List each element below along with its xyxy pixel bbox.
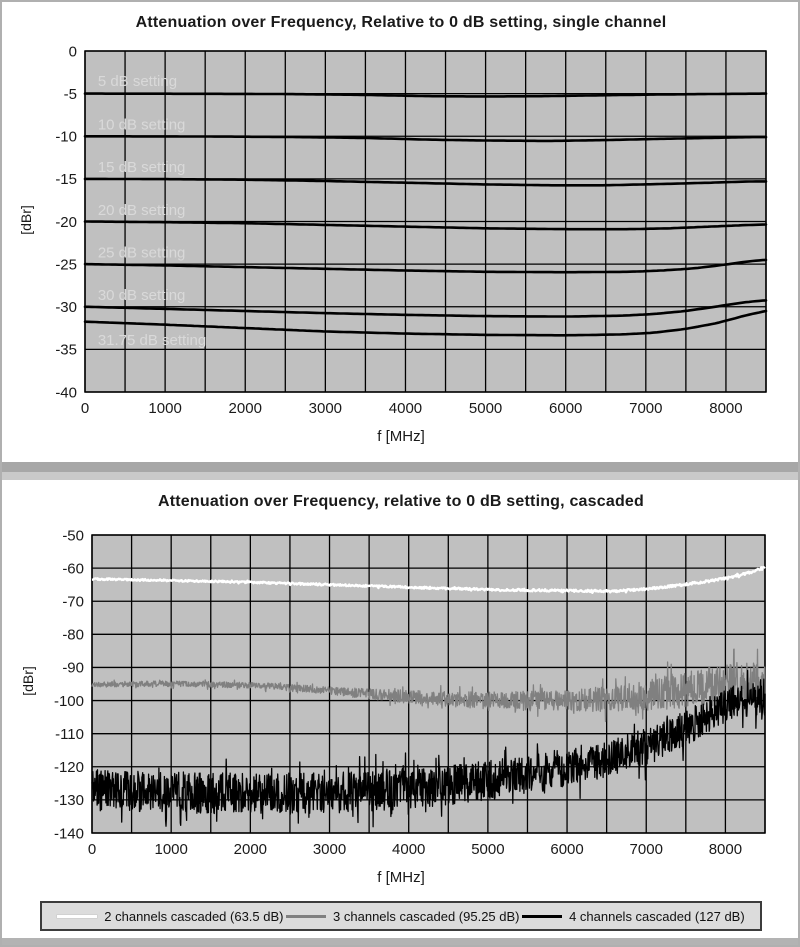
y-tick-label: -120 — [54, 759, 84, 776]
y-tick-label: -60 — [62, 560, 84, 577]
x-tick-label: 1000 — [148, 400, 181, 417]
chart2-plot: 0 1000 2000 3000 4000 5000 6000 7000 8000 -50 -60 -… — [54, 527, 766, 858]
chart-single-channel: Attenuation over Frequency, Relative to … — [4, 4, 798, 464]
legend-item-4ch: 4 channels cascaded (127 dB) — [522, 909, 745, 924]
x-tick-label: 6000 — [549, 400, 582, 417]
chart2-title: Attenuation over Frequency, relative to … — [157, 493, 644, 510]
series-annotation-4: 25 dB setting — [98, 244, 186, 261]
chart1-title: Attenuation over Frequency, Relative to … — [135, 14, 667, 31]
x-tick-label: 8000 — [709, 400, 742, 417]
series-annotation-6: 31.75 dB setting — [98, 332, 206, 349]
legend-swatch-4ch — [522, 914, 563, 918]
y-tick-label: 0 — [69, 43, 77, 60]
x-tick-label: 7000 — [629, 400, 662, 417]
y-tick-label: -20 — [55, 214, 77, 231]
x-tick-label: 3000 — [309, 400, 342, 417]
section-separator-light — [2, 472, 798, 480]
y-tick-label: -35 — [55, 342, 77, 359]
y-tick-label: -110 — [55, 726, 84, 743]
x-tick-label: 4000 — [392, 841, 425, 858]
series-line-5 — [83, 299, 768, 318]
y-tick-label: -100 — [54, 693, 84, 710]
legend-label-2ch: 2 channels cascaded (63.5 dB) — [104, 908, 284, 924]
y-tick-label: -5 — [64, 86, 77, 103]
y-tick-label: -50 — [62, 527, 84, 544]
x-tick-label: 8000 — [709, 841, 742, 858]
x-tick-label: 2000 — [234, 841, 267, 858]
legend-item-2ch: 2 channels cascaded (63.5 dB) — [57, 908, 284, 924]
x-tick-label: 5000 — [469, 400, 502, 417]
series-line-6 — [83, 309, 768, 337]
series-line-1 — [83, 135, 768, 143]
chart1-x-axis-label: f [MHz] — [377, 428, 425, 445]
x-tick-label: 7000 — [630, 841, 663, 858]
y-tick-label: -80 — [62, 627, 84, 644]
series-annotation-0: 5 dB setting — [98, 73, 177, 90]
series-line-0 — [83, 92, 768, 98]
series-line-0 — [91, 565, 766, 594]
x-tick-label: 4000 — [389, 400, 422, 417]
chart1-plot: 5 dB setting 10 dB setting 15 dB setting 20… — [55, 43, 768, 417]
chart2-legend: 2 channels cascaded (63.5 dB) 3 channels… — [40, 901, 762, 931]
legend-label-4ch: 4 channels cascaded (127 dB) — [569, 908, 745, 924]
series-line-1 — [91, 648, 766, 723]
x-tick-label: 5000 — [471, 841, 504, 858]
series-annotation-3: 20 dB setting — [98, 202, 186, 219]
series-line-3 — [83, 220, 768, 231]
y-tick-label: -140 — [54, 825, 84, 842]
legend-swatch-2ch — [57, 914, 98, 918]
chart2-x-axis-label: f [MHz] — [377, 869, 425, 886]
page-bottom-band — [2, 938, 798, 945]
section-separator-dark — [2, 462, 798, 472]
series-line-2 — [83, 177, 768, 187]
series-annotation-1: 10 dB setting — [98, 117, 186, 134]
series-annotation-5: 30 dB setting — [98, 287, 186, 304]
chart-cascaded: Attenuation over Frequency, relative to … — [4, 481, 798, 937]
series-line-2 — [91, 669, 766, 828]
legend-swatch-3ch — [286, 914, 327, 918]
x-tick-label: 3000 — [313, 841, 346, 858]
series-line-4 — [83, 258, 768, 274]
y-tick-label: -25 — [55, 256, 77, 273]
x-tick-label: 0 — [88, 841, 96, 858]
x-tick-label: 6000 — [550, 841, 583, 858]
legend-label-3ch: 3 channels cascaded (95.25 dB) — [333, 908, 520, 924]
y-tick-label: -130 — [54, 792, 84, 809]
x-tick-label: 0 — [81, 400, 89, 417]
y-tick-label: -30 — [55, 299, 77, 316]
y-tick-label: -70 — [62, 593, 84, 610]
y-tick-label: -15 — [55, 171, 77, 188]
x-tick-label: 1000 — [154, 841, 187, 858]
legend-item-3ch: 3 channels cascaded (95.25 dB) — [286, 908, 520, 924]
y-tick-label: -90 — [62, 660, 84, 677]
series-annotation-2: 15 dB setting — [98, 159, 186, 176]
x-tick-label: 2000 — [229, 400, 262, 417]
y-tick-label: -40 — [55, 384, 77, 401]
y-tick-label: -10 — [55, 129, 77, 146]
